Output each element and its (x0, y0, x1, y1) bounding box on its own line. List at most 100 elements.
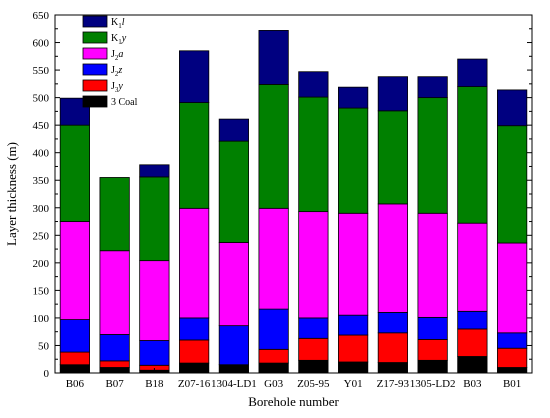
bar-segment (338, 107, 369, 214)
legend: K1l K1y J2a J2z J3y 3 Coal (82, 15, 138, 108)
bar-segment (139, 176, 170, 262)
x-tick-label: B07 (105, 378, 124, 390)
y-tick-label: 100 (33, 313, 50, 325)
bar-segment (377, 332, 408, 363)
bar-segment (139, 340, 170, 366)
bar-segment (457, 310, 488, 330)
axes-layer: 0 50 100 150 200 250 300 350 400 450 500 550 600 650 B… (4, 10, 533, 409)
bar-segment (377, 203, 408, 313)
y-tick-label: 0 (44, 368, 50, 380)
bar-segment (99, 177, 130, 252)
y-tick-label: 50 (38, 340, 50, 352)
bar-segment (218, 118, 249, 142)
legend-swatch (82, 31, 108, 44)
bar-segment (179, 50, 210, 103)
legend-label: J2z (111, 65, 122, 78)
bar-segment (298, 96, 329, 213)
bar-segment (497, 89, 528, 127)
bar-segment (497, 125, 528, 244)
bar-segment (457, 222, 488, 312)
bar-segment (258, 308, 289, 350)
bar-segment (298, 317, 329, 339)
bar-segment (457, 58, 488, 88)
bar-segment (139, 164, 170, 178)
legend-swatch (82, 79, 108, 92)
bar-segment (258, 348, 289, 364)
bar-segment (298, 337, 329, 361)
legend-label: J2a (111, 49, 123, 62)
bar-segment (497, 332, 528, 349)
x-tick-label: Z07-16 (178, 378, 211, 390)
bar-segment (417, 76, 448, 99)
bar-segment (377, 312, 408, 334)
y-tick-label: 600 (33, 38, 50, 50)
x-tick-label: 1304-LD1 (211, 378, 257, 390)
bar-segment (457, 86, 488, 224)
x-tick-label: B03 (463, 378, 482, 390)
bar-segment (99, 334, 130, 362)
bar-segment (218, 325, 249, 366)
bar-segment (497, 347, 528, 368)
bar-segment (417, 97, 448, 214)
y-tick-label: 200 (33, 258, 50, 270)
legend-swatch (82, 63, 108, 76)
bar-segment (497, 242, 528, 334)
bar-segment (377, 110, 408, 205)
bar-segment (338, 86, 369, 109)
x-tick-label: B01 (503, 378, 521, 390)
bar-segment (179, 102, 210, 209)
bar-segment (99, 360, 130, 368)
legend-label: K1y (111, 33, 127, 46)
y-tick-label: 250 (33, 230, 50, 242)
bar-segment (179, 317, 210, 341)
bar-segment (338, 314, 369, 336)
x-tick-label: B06 (66, 378, 85, 390)
bar-segment (298, 211, 329, 319)
legend-label: J3y (111, 81, 123, 94)
bar-segment (179, 339, 210, 364)
bar-segment (218, 242, 249, 327)
legend-label: 3 Coal (111, 97, 138, 108)
x-tick-label: G03 (264, 378, 283, 390)
x-tick-label: Z17-93 (377, 378, 410, 390)
x-tick-label: Z05-95 (297, 378, 330, 390)
y-tick-label: 650 (33, 10, 50, 22)
x-tick-label: 1305-LD2 (410, 378, 456, 390)
bar-segment (179, 207, 210, 319)
legend-swatch (82, 15, 108, 28)
bar-segment (59, 124, 90, 222)
bar-segment (417, 338, 448, 361)
bar-segment (457, 328, 488, 357)
bars-layer (59, 30, 528, 374)
y-tick-label: 400 (33, 148, 50, 160)
x-tick-label: Y01 (344, 378, 363, 390)
y-tick-label: 550 (33, 65, 50, 77)
bar-segment (139, 260, 170, 341)
bar-segment (298, 71, 329, 98)
bar-segment (338, 334, 369, 363)
bar-segment (59, 351, 90, 366)
bar-segment (99, 250, 130, 335)
y-tick-label: 350 (33, 175, 50, 187)
y-axis-title: Layer thickness (m) (4, 142, 19, 246)
legend-swatch (82, 95, 108, 108)
bar-segment (258, 30, 289, 85)
bar-segment (377, 76, 408, 112)
bar-segment (338, 212, 369, 316)
bar-segment (258, 84, 289, 209)
bar-segment (59, 221, 90, 320)
y-tick-label: 300 (33, 203, 50, 215)
bar-segment (59, 319, 90, 353)
bar-segment (417, 212, 448, 318)
legend-swatch (82, 47, 108, 60)
y-tick-label: 500 (33, 93, 50, 105)
legend-label: K1l (111, 17, 125, 30)
bar-segment (218, 140, 249, 243)
y-tick-label: 450 (33, 120, 50, 132)
bar-segment (417, 316, 448, 340)
x-tick-label: B18 (145, 378, 164, 390)
x-axis-title: Borehole number (248, 394, 339, 409)
y-tick-label: 150 (33, 285, 50, 297)
bar-segment (258, 207, 289, 310)
